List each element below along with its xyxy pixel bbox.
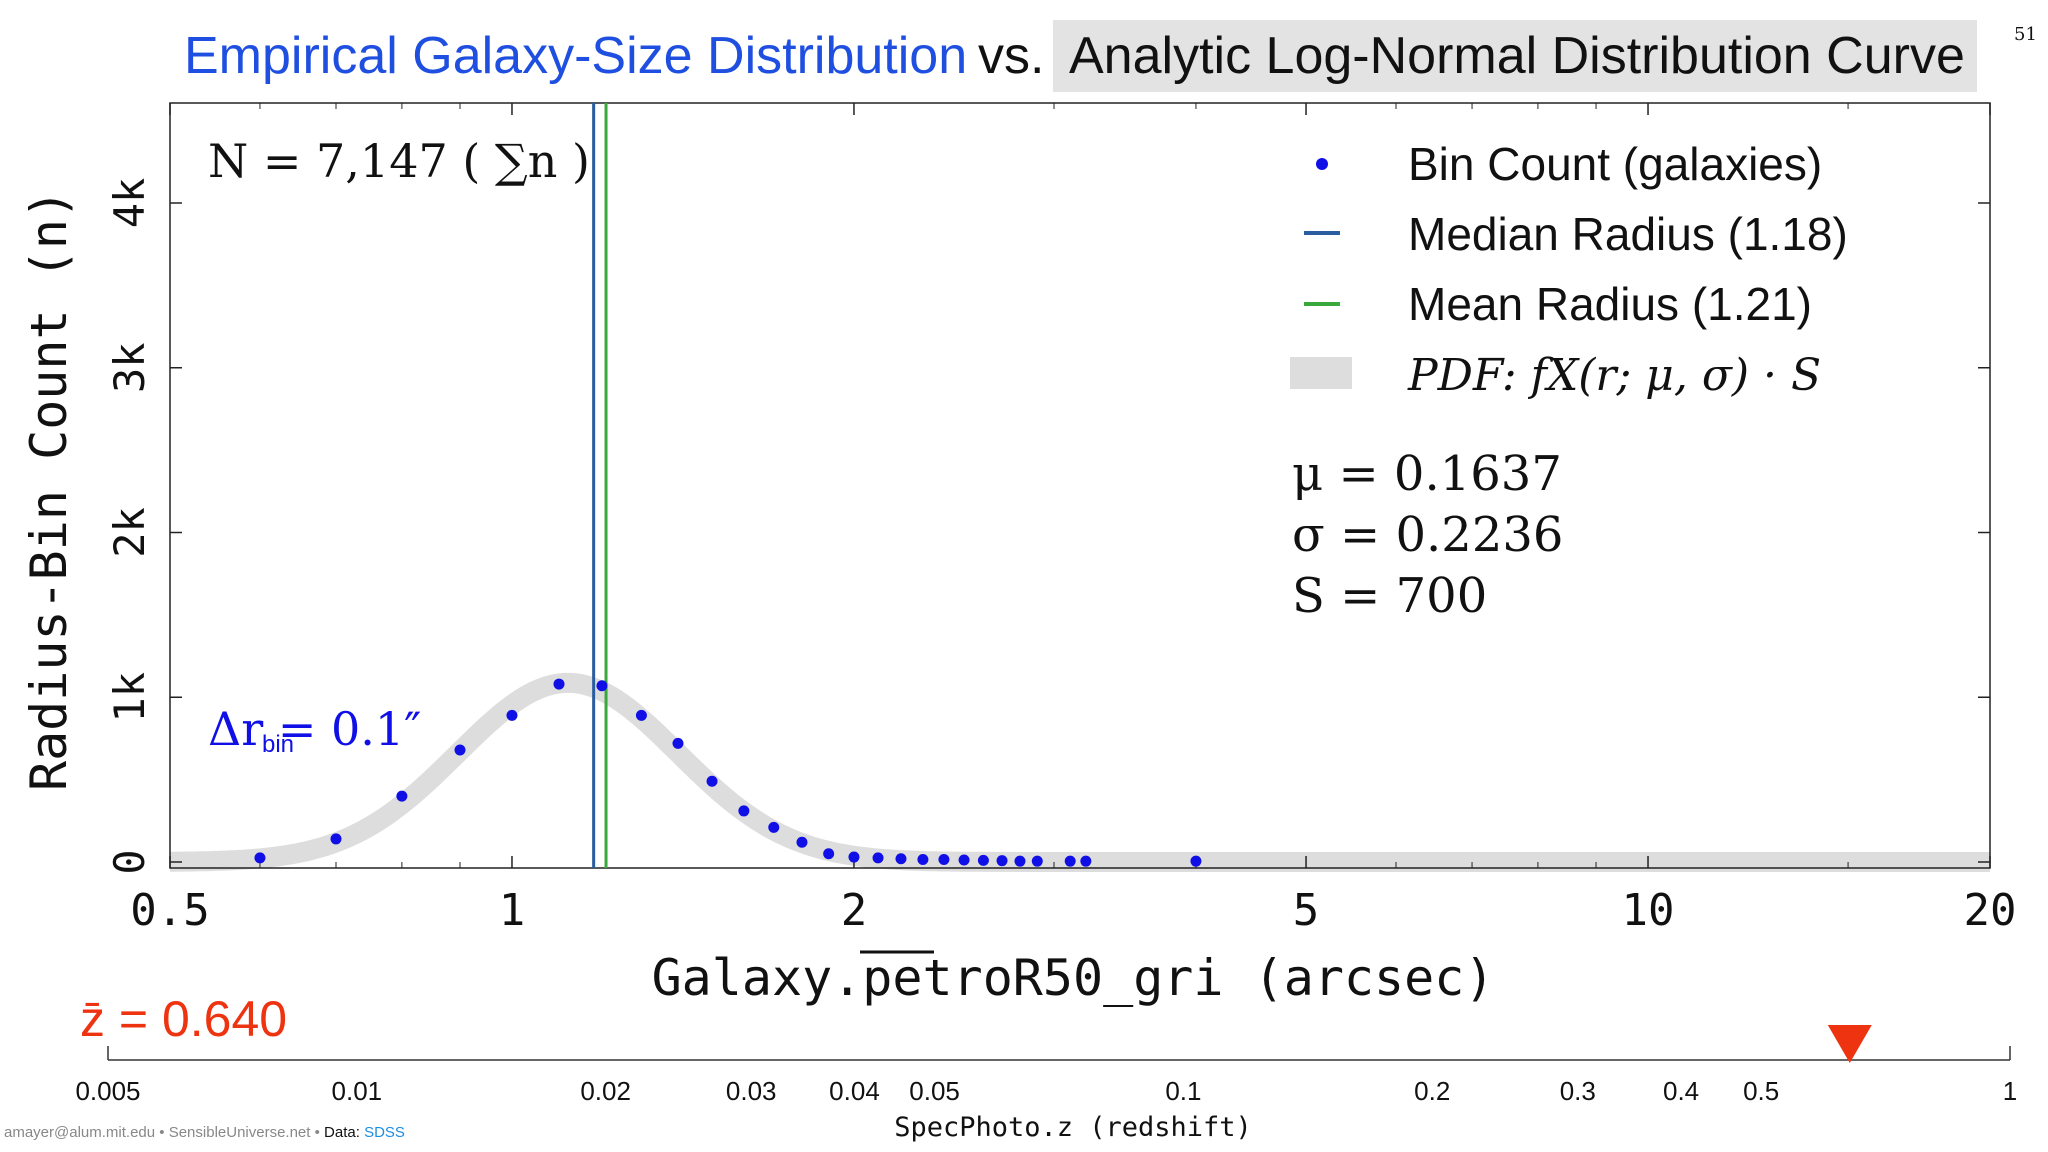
y-tick-label: 2k (105, 507, 154, 558)
bin-count-point (768, 821, 780, 833)
redshift-tick-label: 0.05 (909, 1076, 960, 1106)
y-axis-label: Radius-Bin Count (n) (20, 189, 78, 791)
bin-count-point (958, 854, 970, 866)
x-axis-label: Galaxy.petroR50_gri (arcsec) (652, 949, 1495, 1007)
title-highlight-box: Analytic Log-Normal Distribution Curve (1053, 20, 1977, 92)
title-part-analytic: Analytic Log-Normal Distribution Curve (1069, 27, 1965, 85)
zbar-marker-triangle (1827, 1025, 1872, 1063)
bin-count-point (706, 775, 718, 787)
x-tick-label: 5 (1293, 885, 1320, 936)
x-tick-label: 2 (841, 885, 868, 936)
bin-count-point (872, 852, 884, 864)
bin-count-point (1064, 855, 1076, 867)
redshift-tick-label: 0.01 (332, 1076, 383, 1106)
zbar-label: z̄ = 0.640 (80, 991, 287, 1047)
legend-points-label: Bin Count (galaxies) (1408, 138, 1822, 190)
bin-count-point (895, 853, 907, 865)
slide-title: Empirical Galaxy-Size Distribution vs. A… (0, 20, 2048, 100)
y-tick-label: 0 (105, 849, 154, 874)
footer-data-label: Data: (324, 1124, 365, 1141)
bin-count-point (1080, 855, 1092, 867)
title-part-empirical: Empirical Galaxy-Size Distribution (184, 27, 968, 85)
annotation-bin-width: Δr = 0.1″ (208, 702, 421, 756)
redshift-axis-label: SpecPhoto.z (redshift) (894, 1112, 1252, 1143)
y-tick-label: 3k (105, 342, 154, 393)
bin-count-point (454, 744, 466, 756)
x-tick-label: 0.5 (130, 885, 209, 936)
bin-count-point (796, 836, 808, 848)
x-tick-label: 1 (499, 885, 526, 936)
bin-count-point (917, 854, 929, 866)
redshift-tick-label: 0.02 (580, 1076, 631, 1106)
bin-count-point (1014, 855, 1026, 867)
redshift-tick-label: 0.1 (1165, 1076, 1201, 1106)
bin-count-point (738, 805, 750, 817)
bin-count-point (672, 737, 684, 749)
legend-mean-label: Mean Radius (1.21) (1408, 278, 1812, 330)
redshift-tick-label: 0.5 (1743, 1076, 1779, 1106)
redshift-tick-label: 0.2 (1414, 1076, 1450, 1106)
plot-frame (169, 102, 1991, 869)
y-tick-label: 1k (105, 672, 154, 723)
pdf-parameter: S = 700 (1292, 568, 1487, 624)
bin-count-point (506, 709, 518, 721)
title-vs: vs. (978, 27, 1045, 85)
bin-count-point (823, 848, 835, 860)
redshift-tick-label: 0.04 (829, 1076, 880, 1106)
pdf-parameter: μ = 0.1637 (1292, 446, 1562, 502)
footer-data-source-link[interactable]: SDSS (364, 1124, 405, 1141)
bin-count-point (1031, 855, 1043, 867)
legend-median-label: Median Radius (1.18) (1408, 208, 1848, 260)
x-tick-label: 20 (1964, 885, 2017, 936)
bin-count-point (330, 833, 342, 845)
pdf-parameter: σ = 0.2236 (1292, 507, 1563, 563)
slide-number: 51 (2014, 24, 2037, 45)
bin-count-point (996, 855, 1008, 867)
bin-count-point (1190, 855, 1202, 867)
bin-count-point (596, 680, 608, 692)
footer-credit-text: amayer@alum.mit.edu • SensibleUniverse.n… (4, 1124, 325, 1141)
x-tick-label: 10 (1622, 885, 1675, 936)
bin-count-point (848, 851, 860, 863)
pdf-curve-band (164, 672, 1996, 872)
redshift-tick-label: 0.4 (1663, 1076, 1699, 1106)
redshift-tick-label: 0.03 (726, 1076, 777, 1106)
y-tick-label: 4k (105, 178, 154, 229)
bin-count-point (635, 709, 647, 721)
bin-count-point (553, 678, 565, 690)
legend-pdf-label: PDF: fX(r; μ, σ) · S (1407, 350, 1821, 401)
redshift-tick-label: 1 (2003, 1076, 2017, 1106)
bin-count-point (938, 854, 950, 866)
bin-count-point (254, 852, 266, 864)
redshift-tick-label: 0.005 (75, 1076, 140, 1106)
bin-count-point (977, 854, 989, 866)
redshift-tick-label: 0.3 (1560, 1076, 1596, 1106)
footer-credit: amayer@alum.mit.edu • SensibleUniverse.n… (4, 1124, 405, 1141)
bin-count-point (396, 790, 408, 802)
legend-points-marker (1316, 158, 1328, 170)
legend-pdf-marker (1290, 357, 1352, 389)
annotation-total-count: N = 7,147 ( ∑n ) (208, 134, 590, 188)
annotation-bin-subscript: bin (262, 731, 294, 758)
